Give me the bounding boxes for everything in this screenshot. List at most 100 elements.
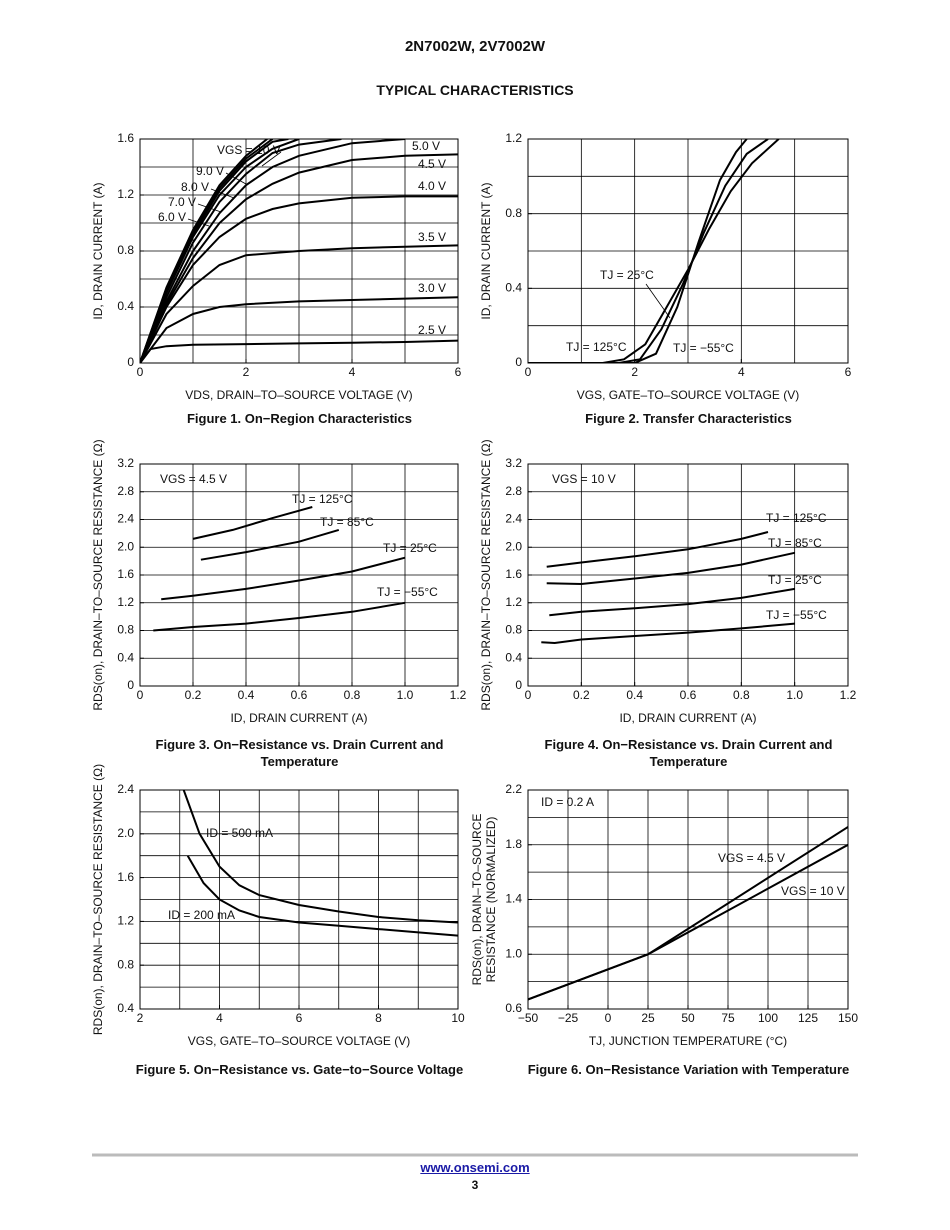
y-tick-label: 2.4 (117, 782, 134, 796)
y-tick-label: 2.4 (505, 512, 522, 526)
y-tick-label: 0.8 (117, 623, 134, 637)
chart: 2 4 6 8 10 0.4 0.8 1.2 1.6 2.0 2.4 VGS, GATE–TO–SOU… (91, 764, 465, 1048)
curve-label: 3.5 V (418, 230, 446, 244)
annotation: VGS = 10 V (552, 472, 616, 486)
y-tick-label: 2.0 (117, 826, 134, 840)
curve-label: TJ = −55°C (377, 585, 438, 599)
leader-line (210, 188, 235, 199)
curve-label: 4.5 V (418, 157, 446, 171)
plot-frame (527, 138, 849, 364)
y-tick-label: 3.2 (117, 456, 134, 470)
x-tick-label: 0.4 (238, 688, 255, 702)
curve (528, 139, 769, 363)
x-tick-label: −50 (518, 1011, 539, 1025)
curve-label: 4.0 V (418, 179, 446, 193)
curve-label: 7.0 V (168, 195, 196, 209)
x-tick-label: 0 (605, 1011, 612, 1025)
curve (549, 587, 795, 617)
x-tick-label: −25 (558, 1011, 579, 1025)
x-axis-label: VGS, GATE–TO–SOURCE VOLTAGE (V) (577, 388, 800, 402)
x-tick-label: 0 (525, 365, 532, 379)
footer-link[interactable]: www.onsemi.com (420, 1160, 530, 1175)
section-title: TYPICAL CHARACTERISTICS (376, 82, 574, 98)
curve (140, 139, 406, 363)
y-axis-label: RDS(on), DRAIN–TO–SOURCE RESISTANCE (Ω) (91, 764, 105, 1035)
curve-label: 9.0 V (196, 164, 224, 178)
curve (528, 139, 780, 363)
curve-label: TJ = 25°C (768, 573, 822, 587)
chart: 0 2 4 6 0 0.4 0.8 1.2 VGS, GATE–TO–SOURCE VOLTAG… (479, 131, 851, 402)
curve-label: TJ = 125°C (292, 492, 353, 506)
y-tick-label: 0.8 (505, 623, 522, 637)
x-axis-label: TJ, JUNCTION TEMPERATURE (°C) (589, 1034, 787, 1048)
curve (140, 339, 458, 363)
curve-label: TJ = −55°C (673, 341, 734, 355)
x-tick-label: 6 (455, 365, 462, 379)
x-tick-label: 100 (758, 1011, 778, 1025)
x-tick-label: 2 (137, 1011, 144, 1025)
leader-line (197, 203, 222, 213)
x-tick-label: 8 (375, 1011, 382, 1025)
y-tick-label: 1.2 (117, 595, 134, 609)
y-tick-label: 0.8 (117, 243, 134, 257)
x-tick-label: 75 (721, 1011, 735, 1025)
leader-line (261, 151, 282, 167)
curve (528, 139, 748, 363)
curve (182, 790, 458, 924)
chart: 0 0.2 0.4 0.6 0.8 1.0 1.2 0 0.4 0.8 1.2 1.6 2.0 2.4 2.… (479, 439, 856, 725)
curve (546, 551, 795, 586)
x-tick-label: 1.2 (840, 688, 857, 702)
curve-label: 3.0 V (418, 281, 446, 295)
x-tick-label: 25 (641, 1011, 655, 1025)
y-tick-label: 2.8 (117, 484, 134, 498)
curve-label: TJ = 85°C (768, 536, 822, 550)
y-tick-label: 1.2 (117, 187, 134, 201)
y-tick-label: 0 (127, 678, 134, 692)
curve-label: 8.0 V (181, 180, 209, 194)
curve-label: TJ = 85°C (320, 515, 374, 529)
x-tick-label: 6 (296, 1011, 303, 1025)
curve (140, 296, 458, 363)
x-tick-label: 0.6 (680, 688, 697, 702)
curve (140, 244, 458, 363)
y-tick-label: 0.4 (117, 299, 134, 313)
figure-caption: Figure 4. On−Resistance vs. Drain Curren… (544, 737, 833, 769)
y-tick-label: 0.8 (117, 957, 134, 971)
x-tick-label: 10 (451, 1011, 465, 1025)
curve-label: TJ = 25°C (600, 268, 654, 282)
curve (153, 601, 406, 632)
chart: 0 2 4 6 0 0.4 0.8 1.2 1.6 VDS, DRAIN–TO–SOURCE VO… (91, 131, 461, 402)
x-tick-label: 4 (349, 365, 356, 379)
curve-label: 2.5 V (418, 323, 446, 337)
y-axis-label: RDS(on), DRAIN–TO–SOURCE (470, 814, 484, 986)
curve-label: 6.0 V (158, 210, 186, 224)
y-tick-label: 0.4 (117, 1001, 134, 1015)
y-tick-label: 2.2 (505, 782, 522, 796)
x-tick-label: 6 (845, 365, 852, 379)
y-axis-label: RDS(on), DRAIN–TO–SOURCE RESISTANCE (Ω) (479, 439, 493, 710)
curve (140, 139, 300, 363)
y-tick-label: 1.2 (505, 595, 522, 609)
curve-label: ID = 500 mA (206, 826, 273, 840)
x-tick-label: 0 (525, 688, 532, 702)
y-tick-label: 1.6 (117, 131, 134, 145)
y-tick-label: 1.4 (505, 892, 522, 906)
figure-caption: Figure 2. Transfer Characteristics (585, 411, 792, 426)
curve-label: TJ = 125°C (566, 340, 627, 354)
curve (186, 855, 458, 937)
curve-label: VGS = 10 V (781, 884, 845, 898)
curve-label: ID = 200 mA (168, 908, 235, 922)
y-tick-label: 2.4 (117, 512, 134, 526)
y-axis-label: RESISTANCE (NORMALIZED) (484, 817, 498, 983)
figure-caption: Figure 1. On−Region Characteristics (186, 411, 413, 426)
y-tick-label: 1.0 (505, 946, 522, 960)
curve (546, 531, 769, 568)
x-tick-label: 0.6 (291, 688, 308, 702)
x-tick-label: 4 (738, 365, 745, 379)
y-tick-label: 0 (127, 355, 134, 369)
x-tick-label: 1.0 (397, 688, 414, 702)
y-tick-label: 0.4 (505, 281, 522, 295)
x-tick-label: 150 (838, 1011, 858, 1025)
x-tick-label: 4 (216, 1011, 223, 1025)
